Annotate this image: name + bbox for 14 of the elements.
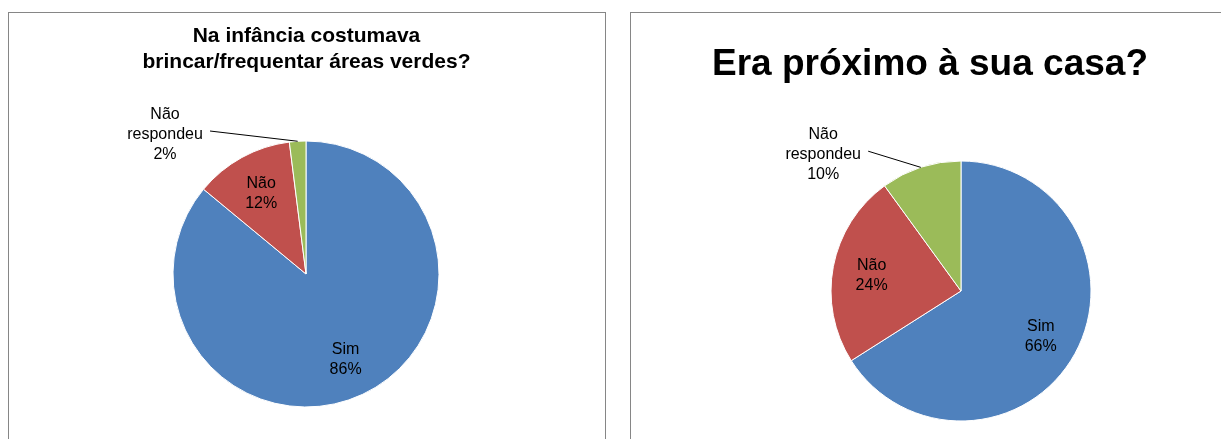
slice-label: Não respondeu (785, 125, 862, 163)
slice-label: Não (246, 174, 276, 192)
slice-label: Sim (331, 340, 360, 358)
chart-title: Era próximo à sua casa? (712, 42, 1148, 83)
data-label: 12% (245, 194, 278, 212)
slice-label: Não respondeu (127, 105, 203, 143)
data-label: 86% (329, 360, 362, 378)
data-label: 66% (1024, 336, 1057, 354)
data-label: 24% (855, 275, 888, 293)
data-label: 10% (807, 165, 840, 183)
slice-label: Não (856, 255, 887, 273)
data-label: 2% (153, 145, 177, 163)
chart-title: Na infância costumava brincar/frequentar áreas verdes? (142, 23, 471, 73)
slice-label: Sim (1026, 316, 1055, 334)
